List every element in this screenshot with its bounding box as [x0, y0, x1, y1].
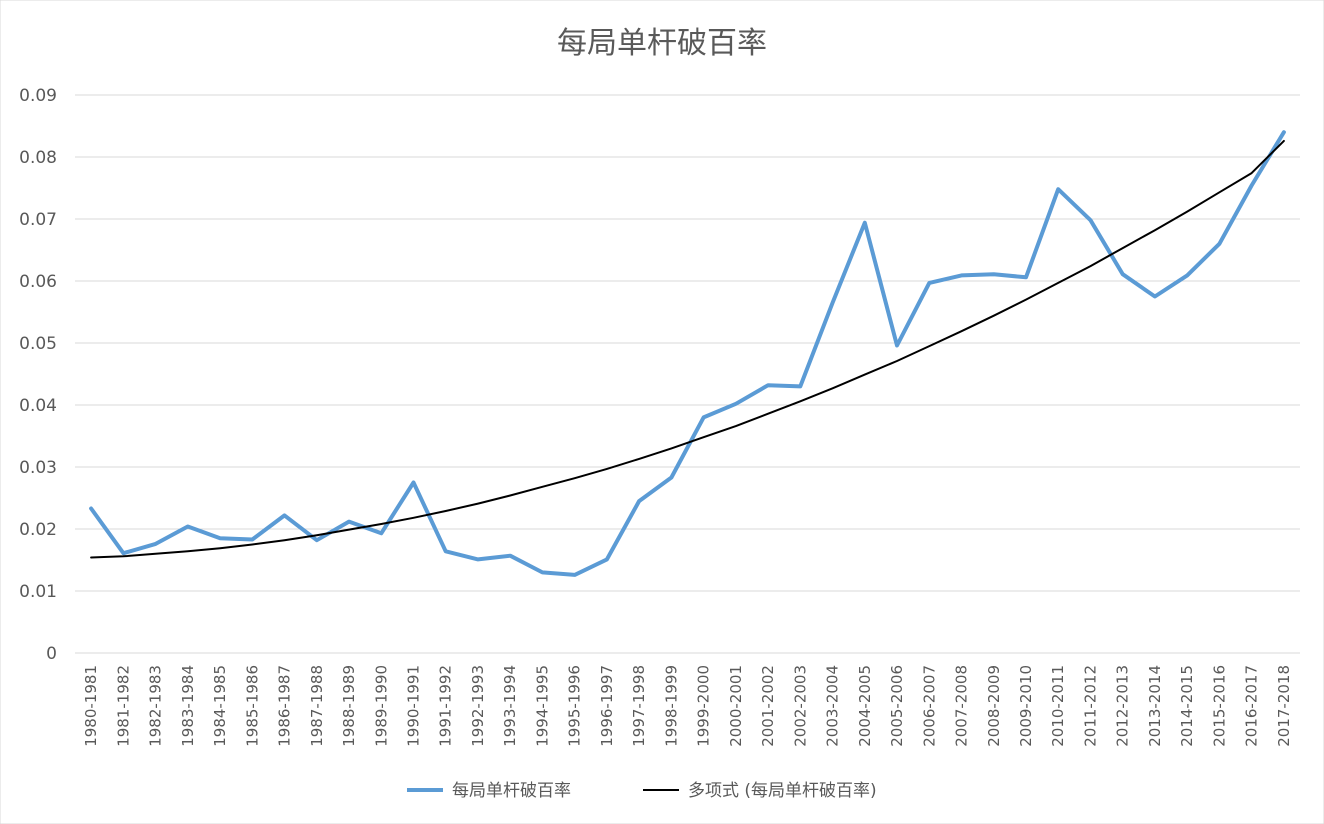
- x-tick-label: 1991-1992: [437, 665, 455, 747]
- series-lines: [89, 130, 1286, 577]
- y-tick-label: 0.02: [19, 520, 57, 540]
- x-tick-label: 1986-1987: [276, 665, 294, 747]
- x-tick-label: 2017-2018: [1275, 665, 1293, 747]
- y-tick-label: 0.06: [19, 272, 57, 292]
- x-tick-label: 2005-2006: [888, 665, 906, 747]
- y-tick-label: 0.04: [19, 396, 57, 416]
- y-tick-label: 0.01: [19, 582, 57, 602]
- x-tick-label: 2007-2008: [953, 665, 971, 747]
- x-tick-label: 1987-1988: [308, 665, 326, 747]
- x-tick-label: 1980-1981: [82, 665, 100, 747]
- x-tick-label: 1981-1982: [114, 665, 132, 747]
- legend-label-series-2: 多项式 (每局单杆破百率): [688, 781, 877, 801]
- x-tick-label: 1994-1995: [533, 665, 551, 747]
- x-tick-label: 1985-1986: [243, 665, 261, 747]
- x-tick-label: 2016-2017: [1243, 665, 1261, 747]
- x-tick-label: 1989-1990: [372, 665, 390, 747]
- x-tick-label: 2000-2001: [727, 665, 745, 747]
- y-tick-label: 0.08: [19, 148, 57, 168]
- x-tick-label: 1999-2000: [695, 665, 713, 747]
- x-tick-label: 2008-2009: [985, 665, 1003, 747]
- x-tick-label: 2011-2012: [1081, 665, 1099, 747]
- y-tick-label: 0: [46, 644, 57, 664]
- y-tick-label: 0.09: [19, 86, 57, 106]
- x-tick-label: 2010-2011: [1049, 665, 1067, 747]
- x-tick-label: 1992-1993: [469, 665, 487, 747]
- x-tick-label: 2012-2013: [1114, 665, 1132, 747]
- x-tick-label: 2015-2016: [1210, 665, 1228, 747]
- x-tick-label: 1998-1999: [662, 665, 680, 747]
- series-line-breaks: [89, 130, 1286, 577]
- legend-label-series-1: 每局单杆破百率: [452, 781, 571, 801]
- legend: 每局单杆破百率 多项式 (每局单杆破百率): [407, 781, 877, 801]
- y-tick-label: 0.05: [19, 334, 57, 354]
- x-tick-label: 2003-2004: [824, 665, 842, 747]
- x-tick-label: 1997-1998: [630, 665, 648, 747]
- gridlines: [75, 94, 1300, 654]
- x-tick-label: 1993-1994: [501, 665, 519, 747]
- x-tick-label: 2006-2007: [920, 665, 938, 747]
- x-tick-label: 2014-2015: [1178, 665, 1196, 747]
- x-tick-label: 2002-2003: [791, 665, 809, 747]
- x-tick-label: 2013-2014: [1146, 665, 1164, 747]
- x-tick-label: 1983-1984: [179, 665, 197, 747]
- x-tick-label: 2009-2010: [1017, 665, 1035, 747]
- x-tick-label: 2001-2002: [759, 665, 777, 747]
- y-axis-ticks: 0 0.01 0.02 0.03 0.04 0.05 0.06 0.07 0.08 0.09: [19, 86, 57, 664]
- x-tick-label: 1984-1985: [211, 665, 229, 747]
- y-tick-label: 0.07: [19, 210, 57, 230]
- x-tick-label: 1995-1996: [566, 665, 584, 747]
- x-tick-label: 1988-1989: [340, 665, 358, 747]
- x-tick-label: 1996-1997: [598, 665, 616, 747]
- x-tick-label: 1982-1983: [147, 665, 165, 747]
- series-line-polynomial-trend: [90, 139, 1285, 559]
- x-axis-ticks: 1980-1981 1981-1982 1982-1983 1983-1984 1984…: [82, 665, 1293, 747]
- chart-title: 每局单杆破百率: [557, 26, 767, 61]
- x-tick-label: 1990-1991: [404, 665, 422, 747]
- y-tick-label: 0.03: [19, 458, 57, 478]
- x-tick-label: 2004-2005: [856, 665, 874, 747]
